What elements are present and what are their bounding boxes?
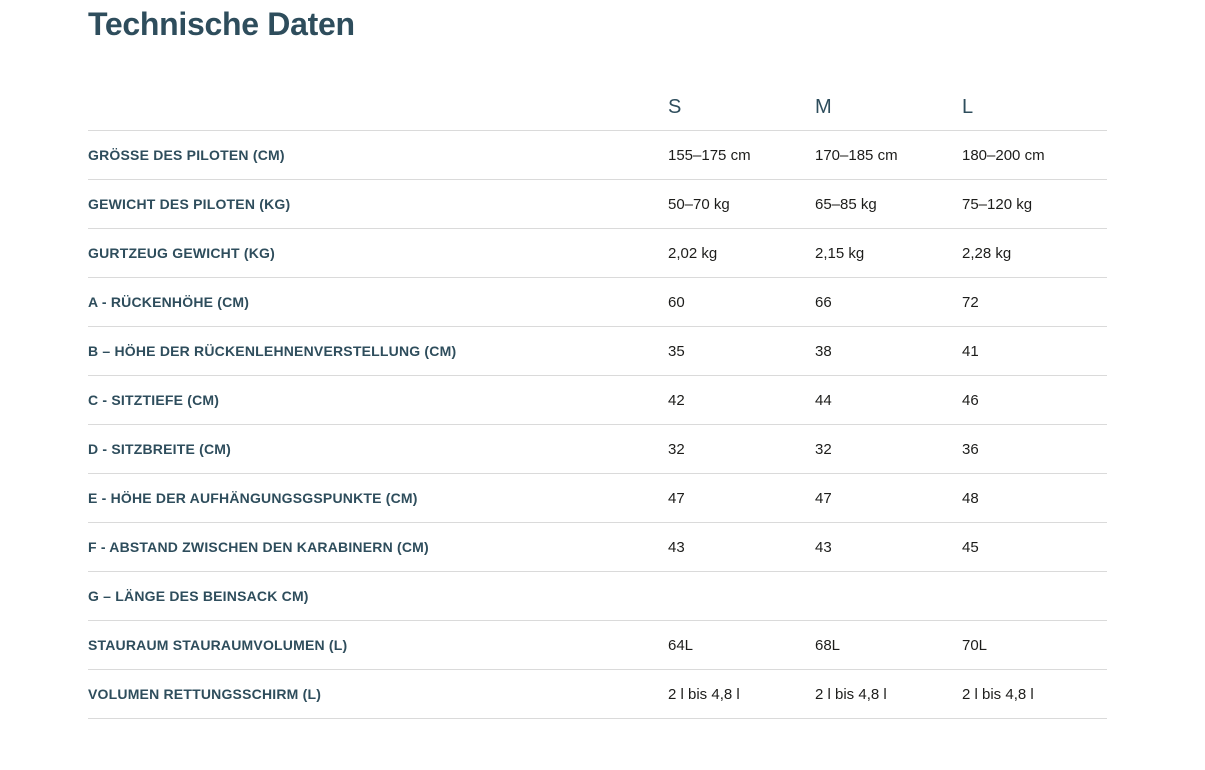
row-value-l: 70L bbox=[962, 636, 988, 654]
row-value-l: 41 bbox=[962, 342, 979, 360]
table-row: F - ABSTAND ZWISCHEN DEN KARABINERN (CM)… bbox=[88, 523, 1107, 572]
row-label: E - HÖHE DER AUFHÄNGUNGSGSPUNKTE (CM) bbox=[88, 490, 418, 506]
table-row: G – LÄNGE DES BEINSACK CM) bbox=[88, 572, 1107, 621]
row-value-s: 35 bbox=[668, 342, 685, 360]
row-value-l: 180–200 cm bbox=[962, 146, 1045, 164]
table-row: B – HÖHE DER RÜCKENLEHNENVERSTELLUNG (CM… bbox=[88, 327, 1107, 376]
row-value-m: 68L bbox=[815, 636, 841, 654]
row-value-m: 2 l bis 4,8 l bbox=[815, 685, 887, 703]
technical-data-section: Technische Daten S M L GRÖSSE DES PILOTE… bbox=[88, 6, 1107, 719]
row-value-s: 64L bbox=[668, 636, 694, 654]
table-row: GURTZEUG GEWICHT (KG) 2,02 kg 2,15 kg 2,28 … bbox=[88, 229, 1107, 278]
row-value-s: 60 bbox=[668, 293, 685, 311]
row-value-m: 65–85 kg bbox=[815, 195, 877, 213]
row-value-m: 44 bbox=[815, 391, 832, 409]
row-value-s: 32 bbox=[668, 440, 685, 458]
row-value-l: 2 l bis 4,8 l bbox=[962, 685, 1034, 703]
row-label: A - RÜCKENHÖHE (CM) bbox=[88, 294, 250, 310]
row-label: GURTZEUG GEWICHT (KG) bbox=[88, 245, 275, 261]
spec-table: S M L GRÖSSE DES PILOTEN (CM) 155–175 cm 1… bbox=[88, 79, 1107, 719]
table-body: GRÖSSE DES PILOTEN (CM) 155–175 cm 170–185… bbox=[88, 131, 1107, 719]
row-value-m: 2,15 kg bbox=[815, 244, 865, 262]
row-label: B – HÖHE DER RÜCKENLEHNENVERSTELLUNG (CM… bbox=[88, 343, 457, 359]
row-value-l: 2,28 kg bbox=[962, 244, 1012, 262]
row-value-s: 2,02 kg bbox=[668, 244, 718, 262]
table-header-row: S M L bbox=[88, 79, 1107, 131]
row-value-s: 50–70 kg bbox=[668, 195, 730, 213]
table-row: C - SITZTIEFE (CM) 42 44 46 bbox=[88, 376, 1107, 425]
row-value-l: 46 bbox=[962, 391, 979, 409]
row-label: F - ABSTAND ZWISCHEN DEN KARABINERN (CM) bbox=[88, 539, 429, 555]
row-value-s: 2 l bis 4,8 l bbox=[668, 685, 740, 703]
row-value-s: 42 bbox=[668, 391, 685, 409]
table-row: E - HÖHE DER AUFHÄNGUNGSGSPUNKTE (CM) 47 4… bbox=[88, 474, 1107, 523]
table-row: GRÖSSE DES PILOTEN (CM) 155–175 cm 170–185… bbox=[88, 131, 1107, 180]
row-label: STAURAUM STAURAUMVOLUMEN (L) bbox=[88, 637, 348, 653]
row-label: GEWICHT DES PILOTEN (KG) bbox=[88, 196, 291, 212]
column-header-size-s: S bbox=[668, 96, 682, 118]
table-row: STAURAUM STAURAUMVOLUMEN (L) 64L 68L 70L bbox=[88, 621, 1107, 670]
row-label: C - SITZTIEFE (CM) bbox=[88, 392, 220, 408]
table-row: GEWICHT DES PILOTEN (KG) 50–70 kg 65–85 kg… bbox=[88, 180, 1107, 229]
table-row: D - SITZBREITE (CM) 32 32 36 bbox=[88, 425, 1107, 474]
row-value-m: 47 bbox=[815, 489, 832, 507]
row-value-l: 48 bbox=[962, 489, 979, 507]
row-value-s: 47 bbox=[668, 489, 685, 507]
row-value-l: 75–120 kg bbox=[962, 195, 1033, 213]
row-value-l: 36 bbox=[962, 440, 979, 458]
row-label: VOLUMEN RETTUNGSSCHIRM (L) bbox=[88, 686, 322, 702]
row-value-s: 155–175 cm bbox=[668, 146, 751, 164]
row-value-m: 32 bbox=[815, 440, 832, 458]
column-header-size-m: M bbox=[815, 96, 832, 118]
row-label: GRÖSSE DES PILOTEN (CM) bbox=[88, 147, 285, 163]
row-value-l: 72 bbox=[962, 293, 979, 311]
row-label: G – LÄNGE DES BEINSACK CM) bbox=[88, 588, 309, 604]
table-row: A - RÜCKENHÖHE (CM) 60 66 72 bbox=[88, 278, 1107, 327]
row-value-m: 66 bbox=[815, 293, 832, 311]
row-value-m: 170–185 cm bbox=[815, 146, 898, 164]
row-value-l: 45 bbox=[962, 538, 979, 556]
row-value-m: 43 bbox=[815, 538, 832, 556]
row-value-m: 38 bbox=[815, 342, 832, 360]
row-value-s: 43 bbox=[668, 538, 685, 556]
row-label: D - SITZBREITE (CM) bbox=[88, 441, 232, 457]
column-header-size-l: L bbox=[962, 96, 974, 118]
table-row: VOLUMEN RETTUNGSSCHIRM (L) 2 l bis 4,8 l 2… bbox=[88, 670, 1107, 719]
page-title: Technische Daten bbox=[88, 6, 355, 42]
